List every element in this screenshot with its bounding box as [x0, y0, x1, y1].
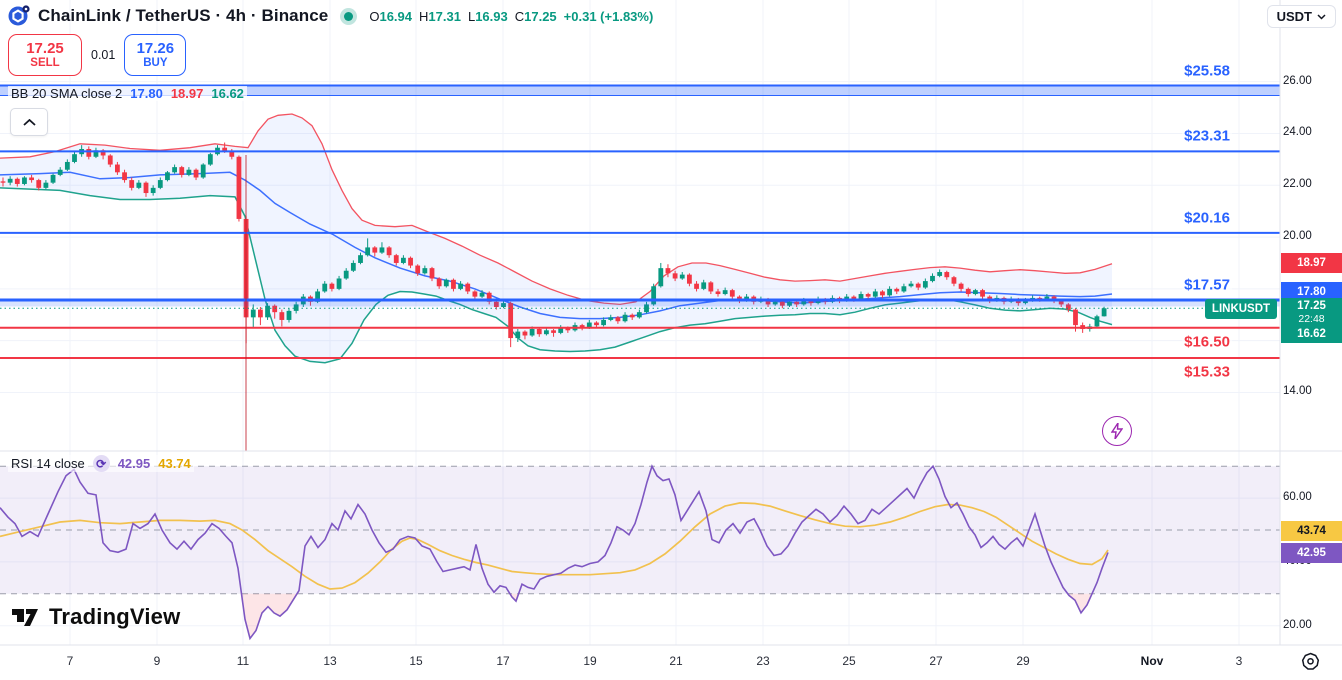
chainlink-logo-icon	[8, 5, 30, 27]
price-level-label: $23.31	[1182, 127, 1232, 145]
rsi-axis-label: 60.00	[1283, 491, 1312, 504]
tradingview-logo[interactable]: TradingView	[12, 604, 180, 630]
symbol-price-label: LINKUSDT	[1205, 299, 1277, 319]
current-price-badge: 17.25	[1297, 300, 1326, 312]
ohlc-readout: O16.94 H17.31 L16.93 C17.25 +0.31 (+1.83…	[369, 8, 654, 24]
price-level-label: $20.16	[1182, 209, 1232, 227]
chevron-up-icon	[22, 118, 36, 126]
symbol-title[interactable]: ChainLink / TetherUS · 4h · Binance	[38, 6, 329, 25]
chevron-down-icon	[1317, 13, 1326, 20]
rsi-indicator-row: RSI 14 close ⟳ 42.95 43.74	[8, 455, 194, 472]
date-axis-label: 19	[583, 654, 597, 668]
price-level-label: $15.33	[1182, 363, 1232, 381]
date-axis-label: 27	[929, 654, 943, 668]
rsi-axis-label: 20.00	[1283, 618, 1312, 631]
currency-dropdown[interactable]: USDT	[1266, 5, 1336, 28]
price-axis-label: 20.00	[1283, 230, 1312, 243]
date-axis-label: 9	[153, 654, 161, 668]
date-axis-label: 15	[409, 654, 423, 668]
price-level-label: $17.57	[1182, 276, 1232, 294]
rsi-ma-badge: 43.74	[1281, 521, 1342, 541]
date-axis-label: 11	[236, 654, 250, 668]
bb-indicator-label[interactable]: BB 20 SMA close 2	[11, 86, 123, 101]
price-axis-label: 14.00	[1283, 385, 1312, 398]
date-axis-label: 25	[842, 654, 856, 668]
axis-settings-gear-icon[interactable]	[1301, 652, 1320, 676]
date-axis-label: 3	[1235, 654, 1243, 668]
date-axis-label: Nov	[1140, 654, 1164, 668]
market-status-dot	[344, 11, 354, 21]
header: ChainLink / TetherUS · 4h · Binance O16.…	[8, 5, 653, 27]
bb-lower-price-badge: 16.62	[1297, 328, 1326, 340]
rsi-badge: 42.95	[1281, 543, 1342, 563]
bb-indicator-row: BB 20 SMA close 2 17.80 18.97 16.62	[8, 86, 247, 101]
spread-value: 0.01	[91, 48, 116, 62]
instant-order-lightning-button[interactable]	[1102, 416, 1132, 446]
price-axis-label: 22.00	[1283, 178, 1312, 191]
date-axis-label: 13	[323, 654, 337, 668]
tradingview-mark-icon	[12, 608, 38, 626]
trade-panel: 17.25 SELL 0.01 17.26 BUY	[8, 34, 187, 76]
tradingview-logo-text: TradingView	[49, 604, 181, 629]
rsi-ma-value: 43.74	[158, 456, 191, 471]
bb-lower-value: 16.62	[211, 86, 244, 101]
date-axis-label: 21	[669, 654, 683, 668]
date-axis-label: 29	[1016, 654, 1030, 668]
bb-upper-value: 18.97	[170, 86, 204, 101]
bar-countdown: 22:48	[1298, 313, 1325, 325]
change-readout: +0.31 (+1.83%)	[563, 8, 654, 24]
bb-upper-price-badge: 18.97	[1281, 253, 1342, 273]
date-axis-label: 17	[496, 654, 510, 668]
collapse-pane-button[interactable]	[10, 108, 48, 136]
date-axis-label: 7	[66, 654, 74, 668]
bb-middle-value: 17.80	[130, 86, 163, 101]
lightning-icon	[1111, 423, 1123, 439]
date-axis-label: 23	[756, 654, 770, 668]
price-axis-label: 26.00	[1283, 74, 1312, 87]
rsi-value: 42.95	[117, 456, 151, 471]
sell-button[interactable]: 17.25 SELL	[8, 34, 82, 76]
price-level-label: $25.58	[1182, 62, 1232, 80]
price-axis-label: 24.00	[1283, 126, 1312, 139]
current-price-badge-group: 17.25 22:48 16.62	[1281, 298, 1342, 343]
price-level-label: $16.50	[1182, 333, 1232, 351]
bb-middle-price-badge: 17.80	[1281, 282, 1342, 302]
rsi-indicator-label[interactable]: RSI 14 close	[11, 456, 85, 471]
rsi-refresh-icon[interactable]: ⟳	[92, 455, 110, 472]
buy-button[interactable]: 17.26 BUY	[124, 34, 187, 76]
